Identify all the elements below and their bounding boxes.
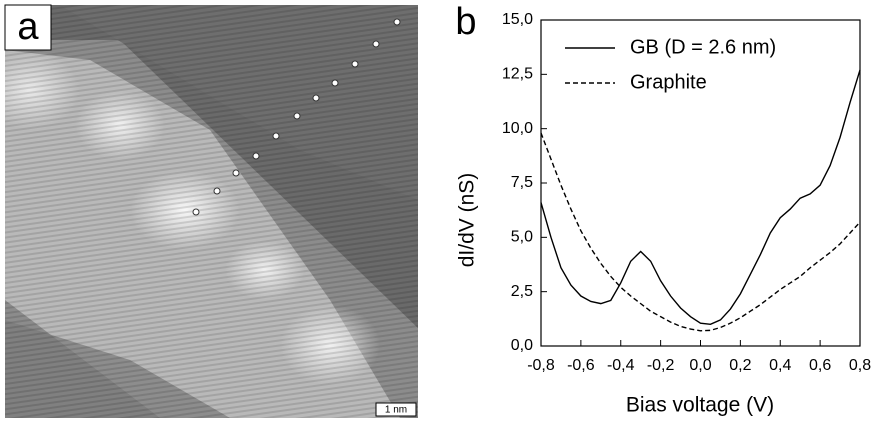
y-axis-label: dI/dV (nS) xyxy=(456,173,479,268)
plot-frame xyxy=(540,19,861,347)
x-tick-label: -0,8 xyxy=(527,357,555,374)
x-axis-label: Bias voltage (V) xyxy=(626,394,774,417)
y-tick-label: 7,5 xyxy=(511,174,533,191)
panel-label: b xyxy=(455,1,476,43)
panel-label: a xyxy=(17,6,39,48)
scale-bar-label: 1 nm xyxy=(385,405,407,416)
legend-label: Graphite xyxy=(630,71,707,93)
stm-image xyxy=(5,5,418,418)
scale-bar-box xyxy=(375,402,417,417)
y-tick-label: 0,0 xyxy=(511,337,533,354)
x-tick-label: 0,8 xyxy=(849,357,871,374)
x-tick-label: 0,2 xyxy=(729,357,751,374)
x-tick-label: -0,2 xyxy=(647,357,675,374)
y-tick-label: 2,5 xyxy=(511,283,533,300)
x-tick-label: 0,0 xyxy=(689,357,711,374)
y-tick-label: 12,5 xyxy=(502,66,533,83)
x-tick-label: -0,4 xyxy=(607,357,635,374)
x-tick-label: 0,4 xyxy=(769,357,791,374)
series-line xyxy=(540,69,861,325)
y-tick-label: 10,0 xyxy=(502,120,533,137)
panel-label-box xyxy=(4,4,52,51)
x-tick-label: 0,6 xyxy=(809,357,831,374)
x-tick-label: -0,6 xyxy=(567,357,595,374)
legend-label: GB (D = 2.6 nm) xyxy=(630,36,776,58)
y-tick-label: 15,0 xyxy=(502,11,533,28)
series-line xyxy=(540,132,861,332)
y-tick-label: 5,0 xyxy=(511,229,533,246)
